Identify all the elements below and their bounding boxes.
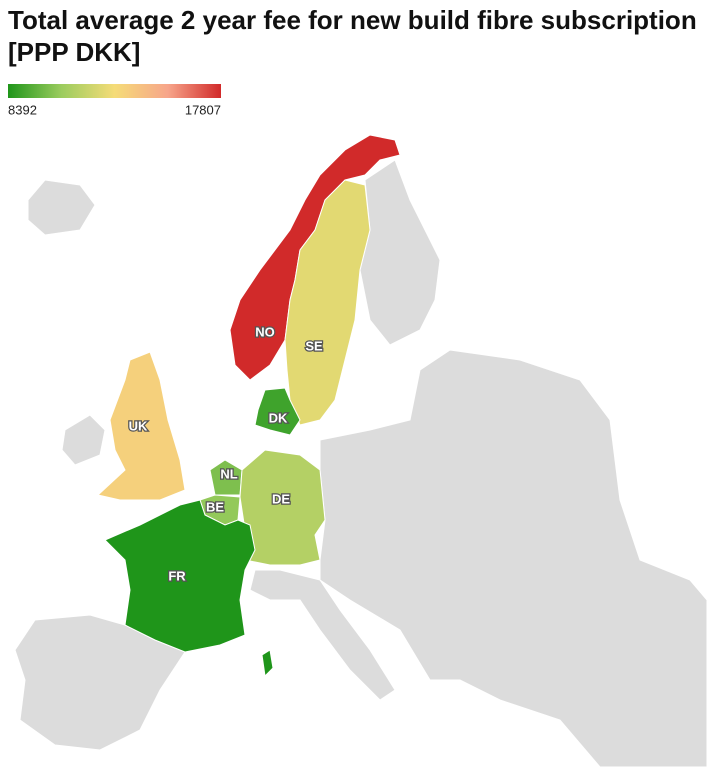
- country: [229, 134, 401, 381]
- country-label: NL: [220, 466, 237, 481]
- italy: [249, 569, 396, 701]
- country-label: NO: [255, 324, 275, 339]
- labels: NO SE UK DK NL BE DE FR: [127, 323, 324, 585]
- iceland: [27, 179, 96, 236]
- title: Total average 2 year fee for new build f…: [8, 5, 697, 67]
- legend-max: 17807: [185, 102, 221, 117]
- legend-bar: [8, 84, 221, 98]
- country-label: FR: [168, 568, 186, 583]
- country: [104, 499, 274, 678]
- country-label: BE: [206, 499, 224, 514]
- country: [254, 387, 301, 436]
- legend-min: 8392: [8, 102, 37, 117]
- eastern-europe: [319, 349, 707, 767]
- regions: [96, 134, 401, 678]
- ireland: [61, 414, 106, 466]
- country-label: DE: [272, 491, 290, 506]
- finland: [359, 159, 441, 346]
- country-label: DK: [269, 410, 288, 425]
- background-countries: [14, 159, 707, 767]
- country-label: SE: [305, 338, 323, 353]
- country-label: UK: [129, 418, 148, 433]
- country: [284, 179, 371, 426]
- country: [96, 351, 186, 501]
